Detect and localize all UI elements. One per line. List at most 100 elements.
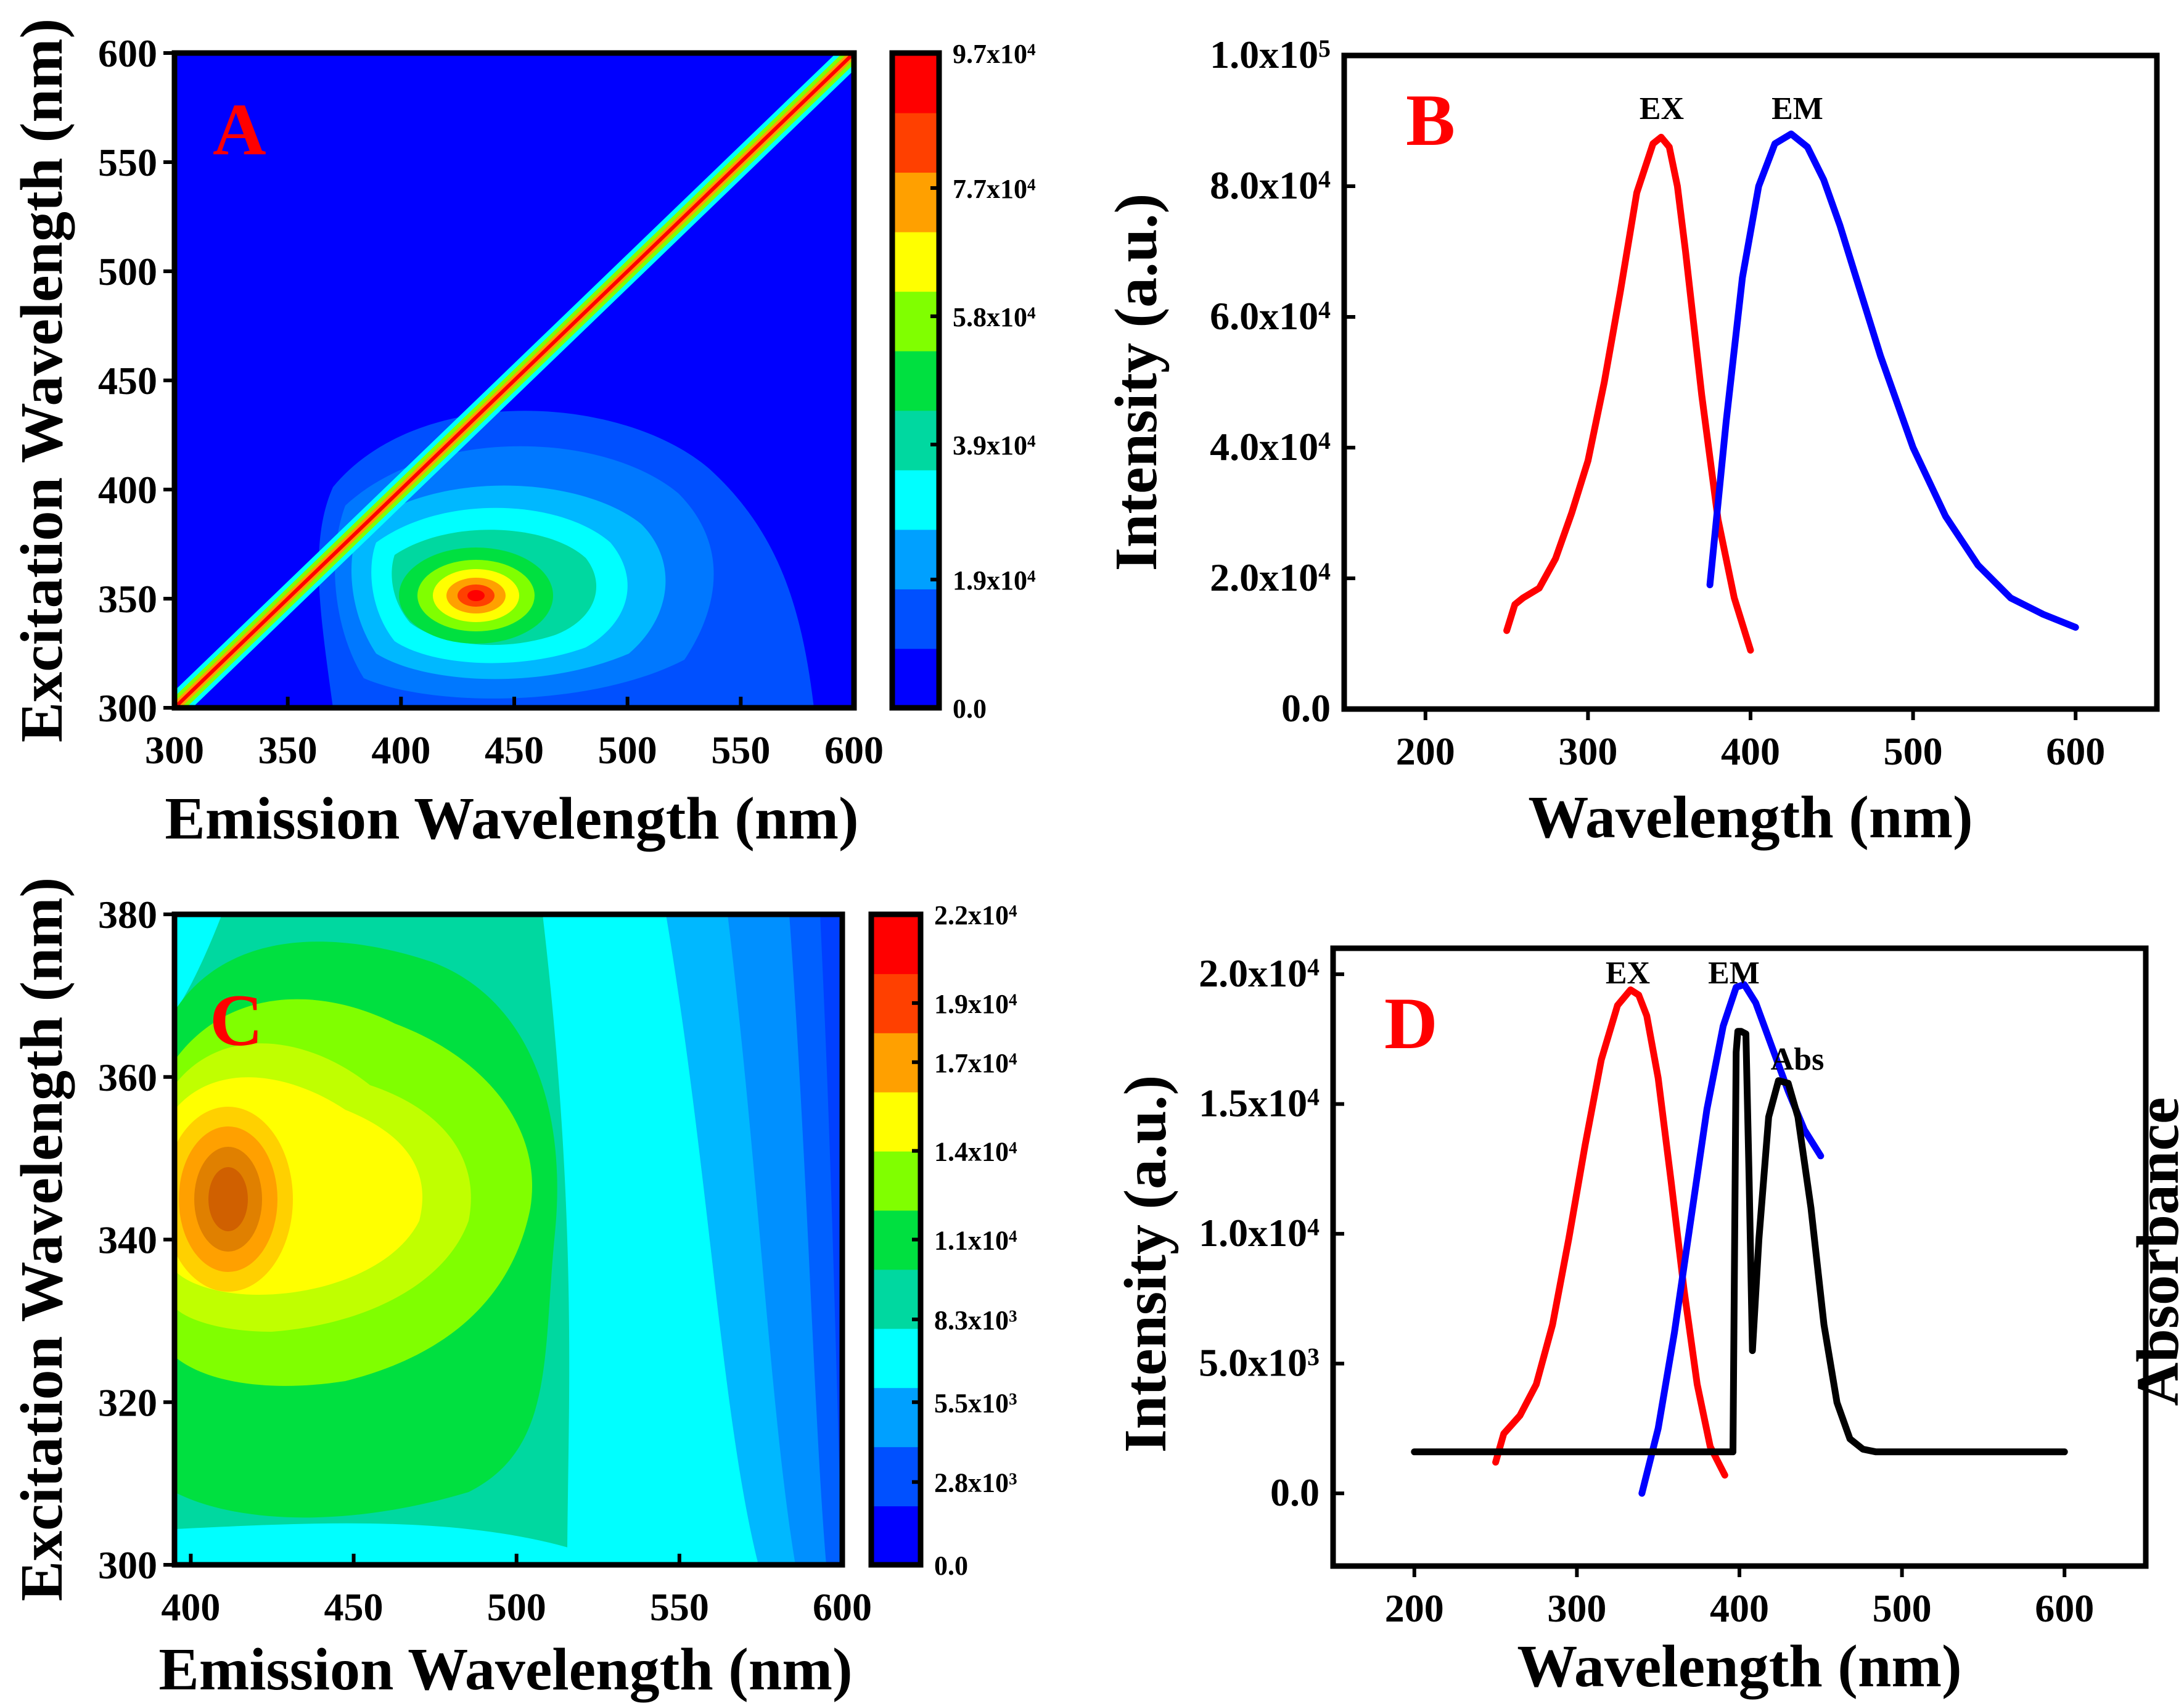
colorbar-band xyxy=(892,469,939,501)
colorbar-tick-label-mantissa: 3.9x10 xyxy=(953,430,1027,461)
panel-c-x-axis-label: Emission Wavelength (nm) xyxy=(158,1636,852,1703)
colorbar-tick-label: 8.3x103 xyxy=(934,1305,1017,1335)
panel-a-heatmap xyxy=(174,53,854,708)
y-tick-label-exponent: 5 xyxy=(1318,35,1331,62)
colorbar-band xyxy=(871,1269,921,1300)
panel-d-annotation-ex: EX xyxy=(1606,956,1650,991)
colorbar-band xyxy=(871,1180,921,1211)
colorbar-tick-label-exponent: 4 xyxy=(1009,1049,1017,1068)
x-tick-label: 600 xyxy=(2035,1586,2094,1630)
colorbar-tick-label-exponent: 4 xyxy=(1027,41,1036,59)
colorbar-band xyxy=(892,202,939,232)
y-tick-label-mantissa: 1.0x10 xyxy=(1199,1211,1307,1255)
x-tick-label: 500 xyxy=(1873,1586,1932,1630)
colorbar-band xyxy=(892,350,939,381)
panel-d-right-axis-label: Absorbance xyxy=(2125,1097,2184,1406)
y-tick-label: 8.0x104 xyxy=(1210,163,1331,207)
colorbar-tick-label-exponent: 3 xyxy=(1009,1307,1017,1326)
x-tick-label: 600 xyxy=(813,1585,872,1629)
y-tick-label-exponent: 4 xyxy=(1307,1084,1320,1111)
panel-b: 200 300 400 500 600 0.02.0x1044.0x1046.0x104… xyxy=(1103,33,2160,851)
panel-d-x-axis-label: Wavelength (nm) xyxy=(1517,1633,1961,1700)
panel-d-annotation-abs: Abs xyxy=(1771,1042,1825,1077)
colorbar-tick-label-mantissa: 1.9x10 xyxy=(934,989,1009,1019)
panel-a: 300 350 400 450 500 550 600 300 350 400 450 500 550… xyxy=(9,18,1036,852)
y-tick-label-mantissa: 6.0x10 xyxy=(1210,294,1318,338)
colorbar-band xyxy=(871,1328,921,1359)
x-tick-label: 300 xyxy=(1547,1586,1606,1630)
x-tick-label: 400 xyxy=(1710,1586,1769,1630)
y-tick-label: 1.5x104 xyxy=(1199,1081,1320,1125)
y-tick-label: 300 xyxy=(98,1543,157,1587)
colorbar-band xyxy=(892,142,939,173)
y-tick-label: 380 xyxy=(98,893,157,937)
colorbar-band xyxy=(892,559,939,589)
panel-d-annotation-em: EM xyxy=(1708,956,1760,991)
series-ex-line xyxy=(1503,134,1754,654)
colorbar-band xyxy=(871,1417,921,1448)
x-tick-label: 300 xyxy=(145,728,204,772)
colorbar-tick-label-exponent: 4 xyxy=(1009,1227,1017,1245)
colorbar-tick-label: 3.9x104 xyxy=(953,430,1036,461)
colorbar-tick-label: 1.1x104 xyxy=(934,1226,1017,1256)
colorbar-band xyxy=(871,1121,921,1152)
colorbar-tick-label: 5.8x104 xyxy=(953,302,1036,332)
colorbar-band xyxy=(871,943,921,974)
panel-b-label: B xyxy=(1406,79,1455,161)
panel-d: 200 300 400 500 600 0.05.0x1031.0x1041.5x104… xyxy=(1112,945,2184,1700)
x-tick-label: 500 xyxy=(487,1585,546,1629)
series-em-line xyxy=(1706,130,2079,631)
colorbar-tick-label-mantissa: 1.9x10 xyxy=(953,565,1027,596)
colorbar-band xyxy=(892,648,939,679)
x-tick-label: 400 xyxy=(371,728,430,772)
colorbar-band xyxy=(892,83,939,113)
colorbar-band xyxy=(871,1506,921,1536)
colorbar-tick-label-exponent: 3 xyxy=(1009,1390,1017,1408)
colorbar-tick-label: 1.7x104 xyxy=(934,1048,1017,1078)
y-tick-label: 320 xyxy=(98,1380,157,1424)
x-tick-label: 450 xyxy=(324,1585,384,1629)
panel-b-annotation-em: EM xyxy=(1771,91,1823,126)
series-abs-line xyxy=(1411,1028,2068,1456)
colorbar-band xyxy=(871,1150,921,1181)
colorbar-band xyxy=(871,1535,921,1565)
y-tick-label: 2.0x104 xyxy=(1210,556,1331,599)
panel-d-label: D xyxy=(1384,982,1438,1064)
y-tick-label: 4.0x104 xyxy=(1210,425,1331,469)
y-tick-label-exponent: 4 xyxy=(1318,166,1331,193)
colorbar-tick-label: 2.8x103 xyxy=(934,1468,1017,1498)
panel-c: 400 450 500 550 600 300 320 340 360 380 C Emissi… xyxy=(9,877,1017,1703)
y-tick-label: 550 xyxy=(98,141,157,184)
colorbar-band xyxy=(892,499,939,530)
colorbar-tick-label-mantissa: 7.7x10 xyxy=(953,174,1027,204)
colorbar-tick-label-mantissa: 1.7x10 xyxy=(934,1048,1009,1078)
panel-b-series xyxy=(1503,130,2079,654)
y-tick-label-exponent: 3 xyxy=(1307,1343,1320,1371)
panel-d-series xyxy=(1411,981,2068,1497)
colorbar-band xyxy=(892,529,939,560)
y-tick-label: 360 xyxy=(98,1056,157,1099)
colorbar-tick-label: 7.7x104 xyxy=(953,174,1036,204)
y-tick-label-exponent: 4 xyxy=(1318,427,1331,454)
colorbar-tick-label-exponent: 4 xyxy=(1027,304,1036,322)
x-tick-label: 600 xyxy=(824,728,884,772)
colorbar-tick-label-exponent: 4 xyxy=(1009,1138,1017,1157)
colorbar-tick-label-exponent: 4 xyxy=(1027,176,1036,194)
colorbar-tick-label: 0.0 xyxy=(934,1551,968,1581)
colorbar-band xyxy=(871,1062,921,1093)
colorbar-band xyxy=(871,914,921,945)
x-tick-label: 500 xyxy=(598,728,657,772)
x-tick-label: 600 xyxy=(2046,729,2105,773)
x-tick-label: 400 xyxy=(1721,729,1780,773)
y-tick-label-mantissa: 8.0x10 xyxy=(1210,163,1318,207)
panel-c-colorbar xyxy=(871,914,921,1565)
y-tick-label-exponent: 4 xyxy=(1307,1213,1320,1241)
colorbar-band xyxy=(892,231,939,262)
colorbar-tick-label: 1.9x104 xyxy=(953,565,1036,596)
y-tick-label: 6.0x104 xyxy=(1210,294,1331,338)
panel-c-y-axis-label: Excitation Wavelength (nm) xyxy=(9,877,75,1601)
colorbar-tick-label-mantissa: 9.7x10 xyxy=(953,39,1027,69)
y-tick-label: 340 xyxy=(98,1218,157,1262)
panel-b-x-ticks: 200 300 400 500 600 xyxy=(1396,709,2105,773)
